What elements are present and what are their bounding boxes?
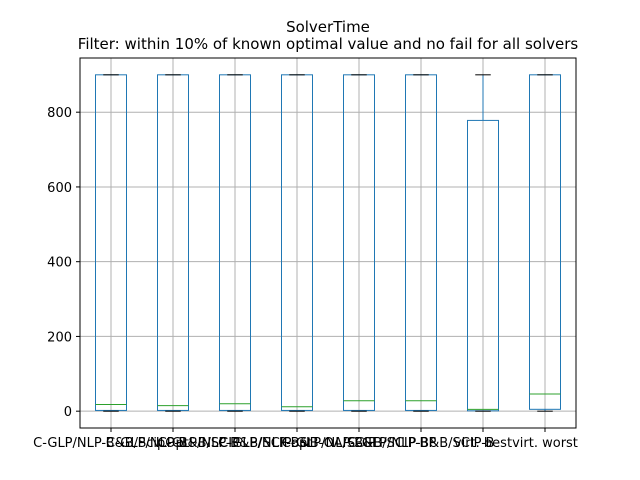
box-3	[219, 74, 251, 412]
chart-subtitle: Filter: within 10% of known optimal valu…	[78, 35, 579, 53]
x-tick-label: C-GLP/NLP-B&B/SCIP-BP	[282, 436, 437, 451]
x-tick-label: virt. worst	[512, 436, 578, 451]
box-5	[343, 74, 375, 412]
x-tick-label: virt. best	[454, 436, 512, 451]
x-tick-label: C-GLP/NLP-B&B-OA/SCIP	[218, 436, 376, 451]
box-1	[95, 74, 127, 412]
box-series	[95, 74, 561, 412]
y-tick-label: 600	[47, 181, 72, 196]
box-7	[467, 74, 499, 412]
chart-title: SolverTime	[286, 18, 370, 36]
y-tick-label: 200	[47, 330, 72, 345]
plot-frame	[79, 57, 577, 429]
y-tick-label: 800	[47, 106, 72, 121]
box-4	[281, 74, 313, 412]
x-tick-label: C-GLP/NLP-B&B/SCIP	[106, 436, 240, 451]
x-tick-label: C-GLP/NLP-B&B/ScipOpt	[33, 436, 189, 451]
y-tick-label: 400	[47, 256, 72, 271]
box-6	[405, 74, 437, 412]
x-axis: C-GLP/NLP-B&B/ScipOptC-GLP/NLP-B&B/SCIPC…	[33, 428, 578, 451]
grid-lines	[80, 58, 576, 428]
y-axis: 0 200 400 600 800	[47, 106, 80, 420]
x-tick-label: C-GLP/NLP-B&B/SCIP-B	[348, 436, 495, 451]
box-8	[529, 74, 561, 412]
y-tick-label: 0	[64, 405, 72, 420]
box-2	[157, 74, 189, 412]
x-tick-label: C-GLP/NLP-B&B/SCIPopt	[158, 436, 313, 451]
